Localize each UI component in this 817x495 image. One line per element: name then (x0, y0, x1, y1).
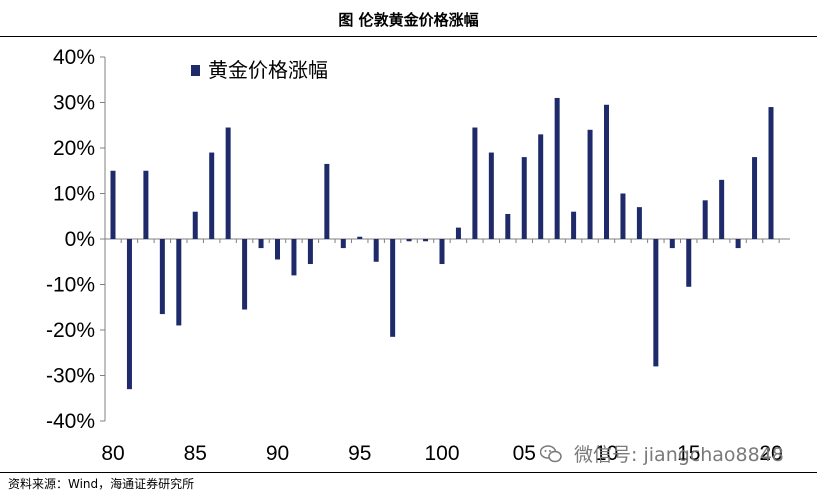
bar (653, 239, 659, 367)
bar (242, 239, 248, 310)
x-tick-label: 05 (513, 442, 536, 465)
bar (423, 239, 429, 242)
bar (669, 239, 675, 249)
bar (307, 239, 313, 265)
wechat-icon (540, 445, 562, 463)
bar (752, 157, 758, 239)
x-tick-label: 100 (424, 442, 459, 465)
bar (291, 239, 297, 276)
y-tick-label: -20% (46, 319, 95, 342)
bar (225, 127, 231, 239)
bar (521, 157, 527, 239)
gold-price-change-chart: 40% 30% 20% 10% 0% -10% -20% -30% -40% 80 85 90 95 10… (46, 46, 790, 465)
x-tick-label: 10 (595, 442, 618, 465)
bar (554, 97, 560, 239)
bar (176, 239, 182, 326)
bar (768, 107, 774, 239)
bar (439, 239, 445, 265)
y-tick-label: 10% (53, 183, 95, 206)
bar (472, 127, 478, 239)
bar (455, 227, 461, 239)
bar (735, 239, 741, 249)
bar (209, 152, 215, 239)
bar (620, 193, 626, 239)
bar (538, 134, 544, 239)
bar (192, 211, 198, 239)
x-tick-label: 90 (266, 442, 289, 465)
bar (357, 236, 363, 239)
y-tick-label: -10% (46, 274, 95, 297)
bar (587, 129, 593, 239)
bar (505, 213, 511, 239)
bar (702, 200, 708, 239)
bottom-divider (0, 472, 817, 473)
bar (604, 104, 609, 240)
y-tick-label: 0% (65, 228, 95, 251)
watermark-text: 微信号: jiangchao8848 (574, 444, 784, 466)
bar (488, 152, 494, 239)
bar (340, 239, 346, 249)
x-tick-label: 95 (348, 442, 371, 465)
x-tick-label: 80 (101, 442, 124, 465)
page-title: 图 伦敦黄金价格涨幅 (338, 11, 479, 29)
legend-swatch (191, 65, 200, 76)
y-tick-label: 30% (53, 92, 95, 115)
bar (258, 239, 264, 249)
bar (390, 239, 396, 337)
x-tick-label: 20 (759, 442, 782, 465)
y-tick-label: -40% (46, 410, 95, 433)
y-tick-label: 20% (53, 137, 95, 160)
bar (159, 239, 165, 315)
y-tick-label: -30% (46, 365, 95, 388)
watermark: 微信号: jiangchao8848 (540, 440, 784, 467)
bar (373, 239, 379, 262)
x-tick-label: 85 (184, 442, 207, 465)
bar (571, 211, 577, 239)
bar (719, 179, 725, 239)
bar (324, 163, 330, 239)
x-tick-label: 15 (677, 442, 700, 465)
bar (143, 170, 149, 239)
bar (406, 239, 412, 242)
bar (275, 239, 280, 260)
bar (126, 239, 132, 390)
bar (686, 239, 692, 287)
y-tick-label: 40% (53, 46, 95, 69)
legend-label: 黄金价格涨幅 (208, 58, 328, 82)
source-note: 资料来源：Wind，海通证券研究所 (8, 477, 195, 491)
bar (636, 207, 642, 239)
title-bar: 图 伦敦黄金价格涨幅 (0, 0, 817, 37)
bar (110, 170, 116, 239)
